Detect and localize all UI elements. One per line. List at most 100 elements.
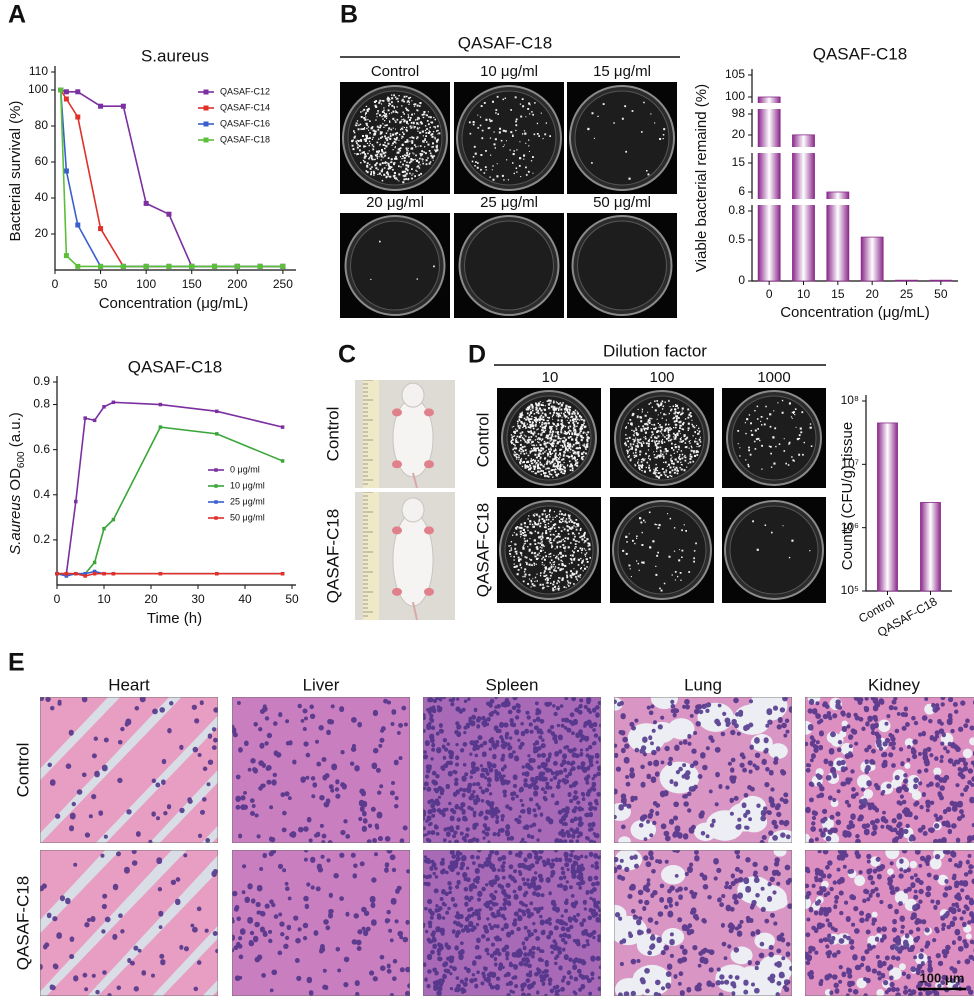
x-axis-label: Time (h): [147, 610, 202, 627]
x-tick-label: 100: [136, 277, 156, 291]
plate-label: 10 μg/ml: [480, 63, 538, 80]
chart-title: QASAF-C18: [128, 357, 222, 376]
bar: [929, 279, 953, 282]
tissue-space: [614, 697, 792, 843]
axis-frame: [751, 69, 958, 282]
mouse-tail: [412, 601, 418, 620]
axis-break: [744, 147, 958, 153]
panel-label: B: [340, 1, 358, 29]
bar: [757, 96, 781, 282]
plate-photo: [497, 388, 601, 488]
organ-label: Kidney: [868, 675, 920, 694]
bar: [860, 236, 884, 282]
tissue-space: [40, 850, 218, 996]
x-tick-label: 20: [865, 287, 879, 301]
colonies: [510, 399, 590, 478]
y-tick-label: 10⁷: [841, 457, 859, 471]
panel-label: E: [8, 649, 25, 677]
data-point: [74, 499, 78, 504]
y-axis-label-part: 600: [16, 451, 27, 468]
series-line: [57, 401, 283, 575]
nuclei: [232, 850, 410, 996]
petri-dish-inner: [729, 505, 819, 595]
y-tick-label: 20: [732, 127, 746, 141]
y-tick-label: 15: [732, 155, 746, 169]
legend-marker: [203, 121, 209, 127]
data-point: [63, 96, 69, 102]
y-axis-label-part: (a.u.): [7, 412, 24, 451]
legend-label: QASAF-C16: [220, 118, 270, 128]
plate-photo: [454, 82, 564, 194]
data-point: [120, 103, 126, 109]
data-point: [63, 168, 69, 174]
x-tick-label: 40: [238, 592, 252, 606]
x-axis-label: Concentration (μg/mL): [99, 295, 249, 312]
histology-image: [614, 697, 792, 843]
data-point: [102, 571, 106, 576]
x-tick-label: 50: [934, 287, 948, 301]
colonies: [624, 399, 702, 479]
x-tick-label: 20: [144, 592, 158, 606]
organ-label: Liver: [303, 675, 340, 694]
column-label: 10: [542, 369, 559, 386]
mouse-paw: [424, 587, 434, 596]
data-point: [92, 418, 97, 423]
plate-label: 20 μg/ml: [366, 194, 424, 211]
data-point: [75, 263, 81, 269]
data-point: [75, 89, 81, 95]
mouse-paw: [392, 408, 402, 417]
bar: [877, 422, 898, 592]
series-line: [60, 89, 283, 268]
histology-image: [423, 850, 601, 996]
legend-marker: [214, 484, 218, 488]
x-tick-label: 10: [97, 592, 111, 606]
ruler: [363, 380, 379, 488]
series-line: [60, 89, 283, 268]
y-axis-label-part: OD: [7, 468, 24, 495]
y-tick-label: 105: [725, 67, 745, 81]
data-point: [83, 416, 87, 420]
organ-label: Spleen: [486, 675, 539, 694]
row-label: Control: [13, 743, 32, 798]
series-line: [59, 89, 283, 268]
data-point: [64, 574, 69, 578]
histology-image: [805, 850, 974, 996]
data-point: [143, 263, 149, 269]
tissue-space: [805, 850, 972, 996]
y-tick-label: 20: [35, 226, 49, 240]
y-axis-label: Viable bacterial remaind (%): [693, 84, 710, 272]
x-tick-label: 0: [52, 277, 59, 291]
data-point: [111, 517, 116, 522]
nuclei: [423, 697, 601, 843]
data-point: [215, 432, 219, 436]
data-point: [111, 400, 116, 405]
legend-marker: [214, 516, 218, 520]
x-tick-label: 250: [273, 277, 293, 291]
data-point: [98, 103, 104, 109]
axis-break: [744, 199, 958, 205]
bar: [826, 191, 850, 282]
colonies: [737, 399, 813, 470]
data-point: [58, 87, 64, 93]
series-line: [59, 89, 283, 268]
mouse-paw: [424, 408, 434, 417]
nuclei: [614, 697, 792, 843]
data-point: [98, 226, 104, 232]
dilution-title: Dilution factor: [603, 341, 707, 360]
plate-label: Control: [371, 63, 419, 80]
mouse-head: [401, 382, 425, 408]
legend-marker: [203, 89, 209, 95]
y-axis-label: Bacterial survival (%): [7, 101, 24, 242]
data-point: [212, 263, 218, 269]
row-label: QASAF-C18: [323, 509, 342, 603]
data-point: [75, 114, 81, 120]
y-tick-label: 0.2: [33, 532, 50, 546]
y-tick-label: 10⁶: [841, 520, 859, 534]
row-label: Control: [323, 407, 342, 462]
histology-image: [40, 697, 218, 843]
data-point: [143, 200, 149, 206]
nuclei: [805, 850, 974, 996]
colonies: [508, 509, 591, 592]
plate-photo: [722, 388, 826, 488]
